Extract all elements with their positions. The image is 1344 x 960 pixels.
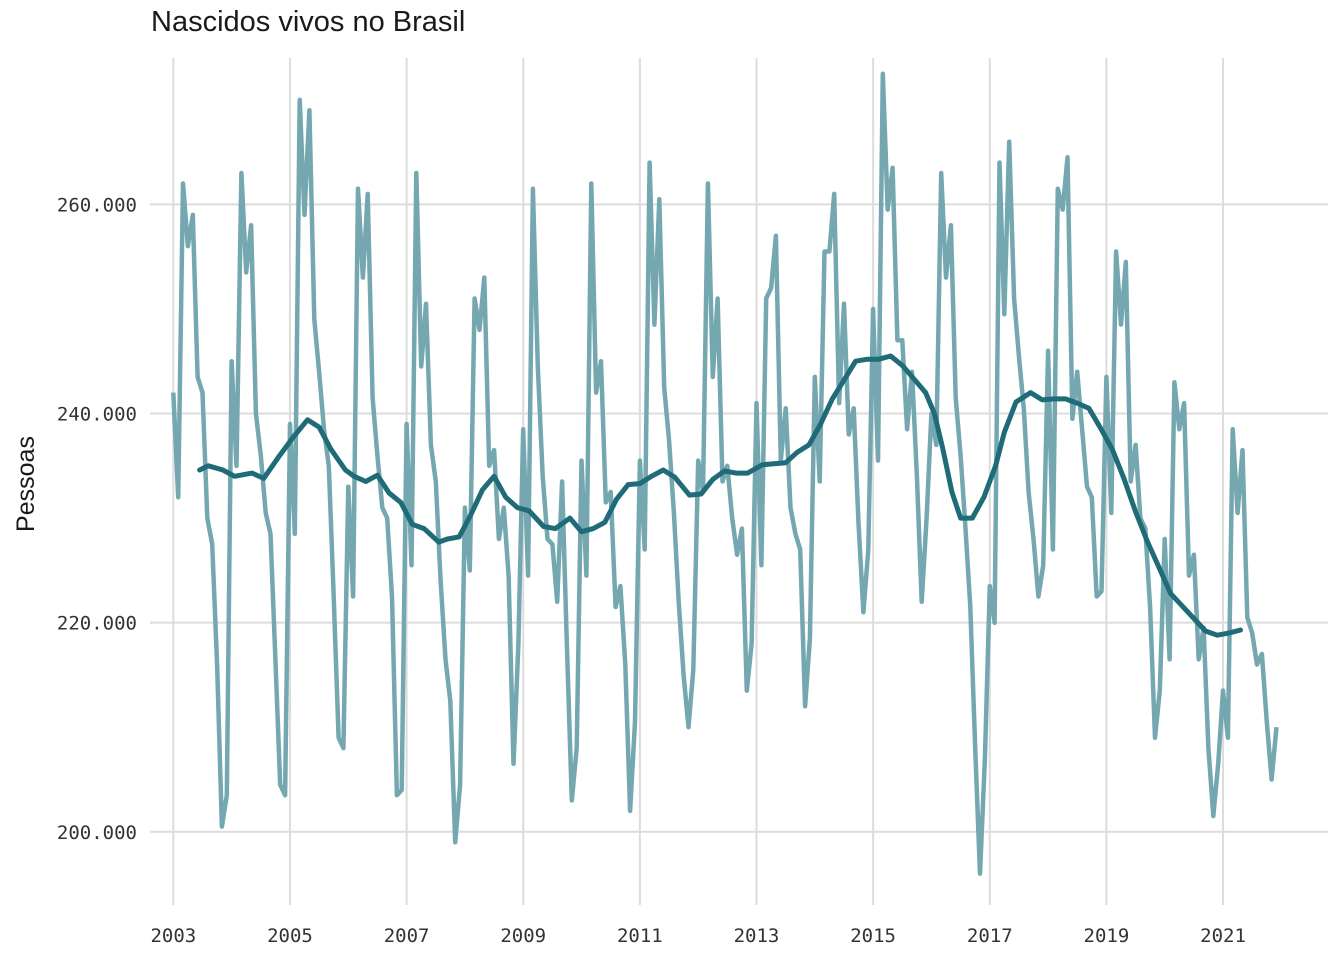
chart-title: Nascidos vivos no Brasil xyxy=(151,6,466,38)
x-tick-label: 2019 xyxy=(1084,925,1130,947)
x-tick-label: 2017 xyxy=(967,925,1013,947)
y-gridlines xyxy=(150,203,1328,833)
y-tick-label: 240.000 xyxy=(57,404,137,426)
x-tick-label: 2003 xyxy=(150,925,196,947)
y-tick-label: 200.000 xyxy=(57,822,137,844)
x-tick-label: 2011 xyxy=(617,925,663,947)
x-tick-label: 2015 xyxy=(850,925,896,947)
x-tick-label: 2009 xyxy=(500,925,546,947)
x-tick-labels: 2003 2005 2007 2009 2011 2013 2015 2017 2019 2021 xyxy=(150,925,1245,947)
x-tick-label: 2005 xyxy=(267,925,313,947)
x-tick-label: 2007 xyxy=(384,925,430,947)
y-tick-label: 220.000 xyxy=(57,613,137,635)
y-tick-labels: 200.000 220.000 240.000 260.000 xyxy=(57,194,137,843)
y-axis-title: Pessoas xyxy=(12,436,40,532)
x-tick-label: 2021 xyxy=(1200,925,1246,947)
series-lines xyxy=(171,71,1279,876)
trend-line xyxy=(197,353,1243,638)
x-tick-label: 2013 xyxy=(734,925,780,947)
y-tick-label: 260.000 xyxy=(57,194,137,216)
